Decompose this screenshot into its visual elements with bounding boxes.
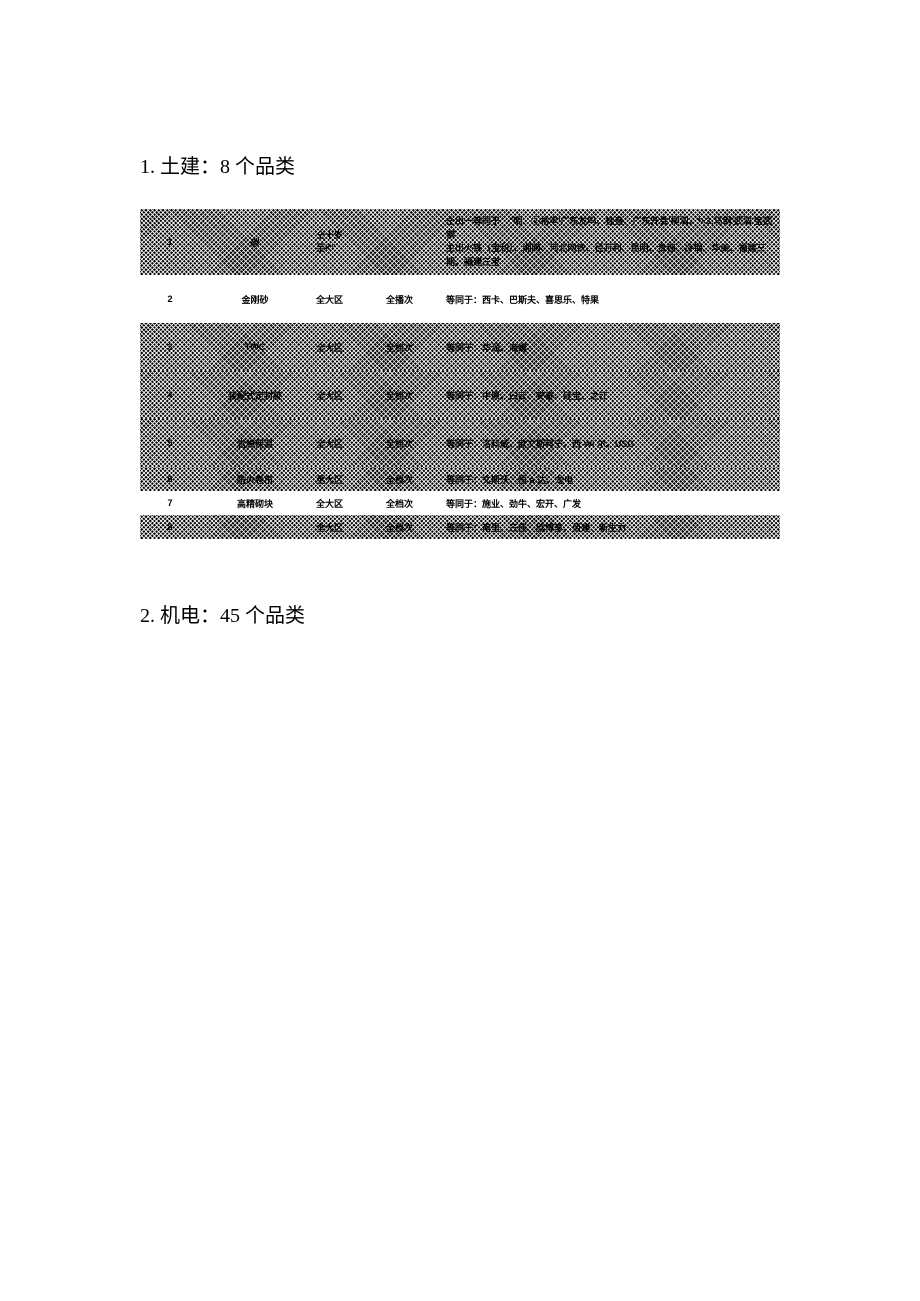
row-grade xyxy=(380,209,440,275)
row-grade: 全档次 xyxy=(380,323,440,371)
row-grade: 全档次 xyxy=(380,467,440,491)
row-index: 2 xyxy=(140,275,200,323)
civil-table-container: 1碳仝十岁至K" 仝出一等同于："明、②裕丰'广东友吗、桂叁、广东开会'柳泅，*«… xyxy=(140,209,780,539)
table-row: 7高精砌块全大区全档次等同于：施业、劲牛、宏开、广发 xyxy=(140,491,780,515)
row-index: 3 xyxy=(140,323,200,371)
row-index: 4 xyxy=(140,371,200,419)
row-name: 岩棉保温 xyxy=(200,419,310,467)
table-row: 2金刚砂全大区全播次等同于：西卡、巴斯夫、喜思乐、特果 xyxy=(140,275,780,323)
row-index: 1 xyxy=(140,209,200,275)
row-index: 5 xyxy=(140,419,200,467)
civil-table: 1碳仝十岁至K" 仝出一等同于："明、②裕丰'广东友吗、桂叁、广东开会'柳泅，*«… xyxy=(140,209,780,539)
row-index: 7 xyxy=(140,491,200,515)
document-page: 1. 土建：8 个品类 1碳仝十岁至K" 仝出一等同于："明、②裕丰'广东友吗、桂… xyxy=(0,0,920,628)
row-desc: 等同于：中原、臼云、安泰、硅宝、之江 xyxy=(440,371,780,419)
row-region: 全大区 xyxy=(310,323,380,371)
table-row: 5岩棉保温全大区全档次等同于：洛科威、欧文斯科宁、西 Wi 尔、USG xyxy=(140,419,780,467)
row-desc: 等同于：华润、海螺 xyxy=(440,323,780,371)
section-1-heading: 1. 土建：8 个品类 xyxy=(140,150,780,179)
row-name: 防火卷帘 xyxy=(200,467,310,491)
civil-table-body: 1碳仝十岁至K" 仝出一等同于："明、②裕丰'广东友吗、桂叁、广东开会'柳泅，*«… xyxy=(140,209,780,539)
row-name: 装配式定封胶 xyxy=(200,371,310,419)
row-desc: 等同于：洛科威、欧文斯科宁、西 Wi 尔、USG xyxy=(440,419,780,467)
row-region: 全大区 xyxy=(310,275,380,323)
row-name: 高精砌块 xyxy=(200,491,310,515)
table-row: 1碳仝十岁至K" 仝出一等同于："明、②裕丰'广东友吗、桂叁、广东开会'柳泅，*«… xyxy=(140,209,780,275)
table-row: 4装配式定封胶全大区全档次等同于：中原、臼云、安泰、硅宝、之江 xyxy=(140,371,780,419)
row-name xyxy=(200,515,310,539)
row-region: 全大区 xyxy=(310,419,380,467)
row-region: 全大区 xyxy=(310,491,380,515)
table-row: 8 全大区全档次等同于：南里、三佳、欣博享、佰建、新生力 xyxy=(140,515,780,539)
table-row: 6防火卷帘至大区全档次等同于：文斯沃、恒 a 达、龙电 xyxy=(140,467,780,491)
row-desc: 等同于：西卡、巴斯夫、喜思乐、特果 xyxy=(440,275,780,323)
row-grade: 全播次 xyxy=(380,275,440,323)
row-name: TWC xyxy=(200,323,310,371)
row-desc: 等同于：施业、劲牛、宏开、广发 xyxy=(440,491,780,515)
row-region: 全大区 xyxy=(310,371,380,419)
row-region: 至大区 xyxy=(310,467,380,491)
row-grade: 全档次 xyxy=(380,515,440,539)
row-desc: 等同于：南里、三佳、欣博享、佰建、新生力 xyxy=(440,515,780,539)
section-2-heading: 2. 机电：45 个品类 xyxy=(140,599,780,628)
row-index: 6 xyxy=(140,467,200,491)
row-region: 仝十岁至K" xyxy=(310,209,380,275)
row-desc: 仝出一等同于："明、②裕丰'广东友吗、桂叁、广东开会'柳泅，*«3,马钢'武泅'… xyxy=(440,209,780,275)
row-grade: 全档次 xyxy=(380,419,440,467)
row-name: 碳 xyxy=(200,209,310,275)
row-index: 8 xyxy=(140,515,200,539)
row-region: 全大区 xyxy=(310,515,380,539)
row-grade: 全档次 xyxy=(380,371,440,419)
row-grade: 全档次 xyxy=(380,491,440,515)
row-name: 金刚砂 xyxy=(200,275,310,323)
table-row: 3TWC全大区全档次等同于：华润、海螺 xyxy=(140,323,780,371)
row-desc: 等同于：文斯沃、恒 a 达、龙电 xyxy=(440,467,780,491)
